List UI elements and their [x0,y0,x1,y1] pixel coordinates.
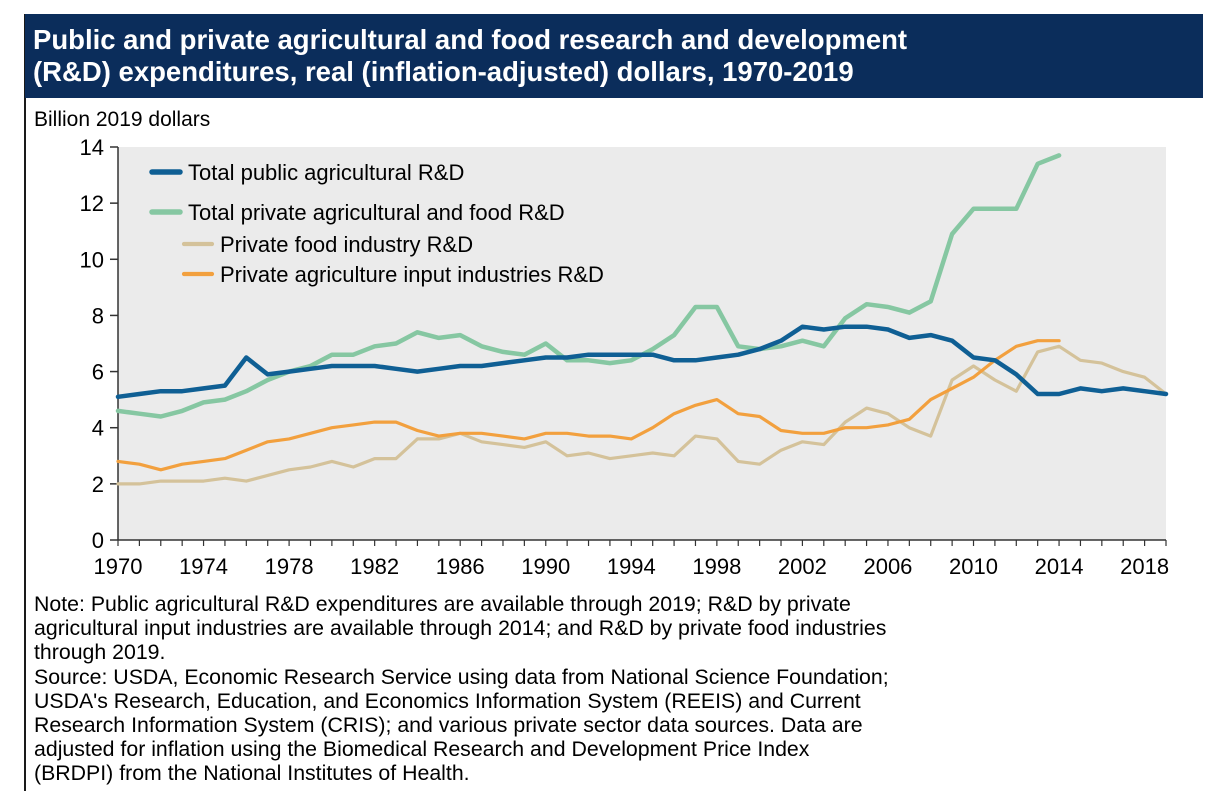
x-tick-label: 1986 [436,554,485,579]
source-line-1: Source: USDA, Economic Research Service … [34,664,889,689]
source-line-3: Research Information System (CRIS); and … [34,713,863,738]
x-tick-label: 2002 [778,554,827,579]
x-tick-label: 1990 [521,554,570,579]
y-tick-label: 12 [80,191,104,216]
y-axis-unit-label: Billion 2019 dollars [34,108,211,131]
source-line-4: adjusted for inflation using the Biomedi… [34,737,810,762]
series-line-food [116,344,1168,486]
series-line-input [116,339,1061,472]
x-tick-label: 1974 [179,554,228,579]
x-tick-label: 2010 [949,554,998,579]
legend-label: Private food industry R&D [220,232,473,257]
y-tick-label: 4 [92,416,104,441]
x-tick-label: 1970 [94,554,143,579]
x-tick-label: 1978 [265,554,314,579]
x-tick-label: 2018 [1120,554,1169,579]
chart-notes: Note: Public agricultural R&D expenditur… [34,592,1194,786]
note-line-2: agricultural input industries are availa… [34,616,887,641]
x-tick-label: 1994 [607,554,656,579]
source-line-2: USDA's Research, Education, and Economic… [34,688,861,713]
x-tick-label: 2006 [863,554,912,579]
chart-title-line-1: Public and private agricultural and food… [33,24,908,55]
series-line-private-total [115,153,1062,419]
y-tick-label: 14 [80,135,104,160]
y-tick-label: 8 [92,303,104,328]
legend-label: Total public agricultural R&D [188,160,464,185]
source-line-5: (BRDPI) from the National Institutes of … [34,761,470,786]
note-line-3: through 2019. [34,640,166,665]
chart-title-line-2: (R&D) expenditures, real (inflation-adju… [33,56,854,87]
chart-title-bar: Public and private agricultural and food… [25,14,1203,98]
y-tick-label: 0 [92,528,104,553]
legend-label: Private agriculture input industries R&D [220,262,604,287]
legend-label: Total private agricultural and food R&D [188,200,565,225]
x-tick-label: 1998 [692,554,741,579]
y-tick-label: 10 [80,247,104,272]
plot-area [118,147,1166,540]
x-tick-label: 2014 [1035,554,1084,579]
note-line-1: Note: Public agricultural R&D expenditur… [34,592,851,616]
y-tick-label: 2 [92,472,104,497]
x-tick-label: 1982 [350,554,399,579]
y-tick-label: 6 [92,360,104,385]
series-line-public [115,324,1169,400]
